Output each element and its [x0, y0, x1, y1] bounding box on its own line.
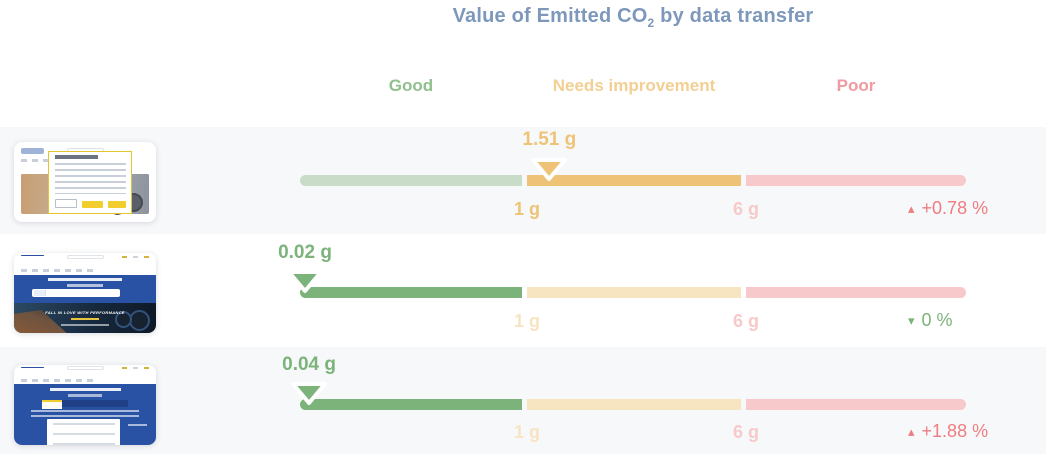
tick-label-1g: 1 g	[513, 422, 540, 442]
trend-down-icon: ▾	[908, 313, 915, 328]
marker-arrow-icon	[291, 382, 328, 405]
page-title: Value of Emitted CO2 by data transfer	[300, 5, 966, 30]
title-text: Value of Emitted CO	[452, 5, 648, 27]
gauge-segment-good	[300, 175, 522, 186]
mini-search-bar	[66, 254, 105, 259]
site-header	[14, 365, 156, 385]
tick-label-6g: 6 g	[732, 311, 759, 331]
co2-value-label: 0.02 g	[278, 242, 332, 263]
page-thumbnail-homepage[interactable]: FALL IN LOVE WITH PERFORMANCE	[14, 253, 156, 333]
gauge-segment-good	[300, 399, 522, 410]
change-percentage-value: +0.78 %	[921, 198, 989, 218]
gauge-segment-poor	[746, 287, 966, 298]
gauge-segment-needs-improvement	[527, 287, 741, 298]
site-logo	[21, 366, 44, 368]
title-text-tail: by data transfer	[654, 5, 814, 27]
page-thumbnail-cookie-dialog[interactable]	[14, 142, 156, 222]
zone-label-needs-improvement: Needs improvement	[552, 76, 716, 95]
dialog-accept-button	[82, 201, 103, 209]
mini-nav-links	[21, 269, 95, 273]
change-percentage-value: 0 %	[921, 310, 953, 330]
dialog-title-line	[54, 155, 98, 160]
dropdown-panel	[46, 419, 121, 445]
site-header	[14, 253, 156, 276]
gauge-segment-good	[300, 287, 522, 298]
change-percentage: ▾ 0 %	[908, 310, 953, 331]
hero-caption: FALL IN LOVE WITH PERFORMANCE	[45, 309, 125, 315]
banner-link-line	[66, 284, 104, 288]
trend-up-icon: ▴	[908, 424, 915, 439]
tick-label-6g: 6 g	[732, 199, 759, 219]
co2-value-label: 0.04 g	[282, 354, 337, 375]
gauge-segment-needs-improvement	[527, 175, 741, 186]
gauge-bar	[300, 399, 966, 410]
tick-label-6g: 6 g	[732, 422, 759, 442]
co2-value-label: 1.51 g	[522, 129, 577, 150]
gauge-segment-poor	[746, 399, 966, 410]
gauge-segment-needs-improvement	[527, 399, 741, 410]
search-box-tag	[34, 290, 46, 296]
dialog-text-lines	[54, 162, 126, 195]
dialog-secondary-button	[54, 199, 77, 209]
active-tab	[42, 399, 62, 409]
hero-image: FALL IN LOVE WITH PERFORMANCE	[14, 302, 156, 333]
mini-search-bar	[66, 366, 105, 371]
zone-label-poor: Poor	[836, 76, 876, 95]
title-subscript: 2	[647, 16, 655, 30]
header-icons	[121, 255, 151, 258]
banner-text-line	[48, 278, 122, 282]
blue-page-body	[14, 384, 156, 445]
dropdown-options-lines	[52, 422, 115, 445]
trend-up-icon: ▴	[908, 201, 915, 216]
table-row: 1.51 g 1 g 6 g ▴ +0.78 %	[0, 127, 1046, 234]
vehicle-search-box	[32, 288, 121, 298]
marker-arrow-icon	[531, 158, 568, 181]
change-percentage: ▴ +0.78 %	[908, 198, 988, 219]
cookie-consent-dialog	[48, 150, 133, 214]
tick-label-1g: 1 g	[513, 199, 540, 219]
page-heading-line	[49, 387, 121, 391]
side-text-line	[127, 424, 148, 427]
page-link-line	[67, 393, 103, 397]
tick-label-1g: 1 g	[513, 311, 540, 331]
blue-banner	[14, 275, 156, 303]
hero-caption-underline	[70, 318, 100, 321]
change-percentage-value: +1.88 %	[921, 421, 989, 441]
change-percentage: ▴ +1.88 %	[908, 421, 988, 442]
table-row: FALL IN LOVE WITH PERFORMANCE 0.02 g 1 g…	[0, 234, 1046, 347]
zone-label-good: Good	[388, 76, 434, 95]
gauge-bar	[300, 175, 966, 186]
gauge-segment-poor	[746, 175, 966, 186]
mini-nav-links	[21, 379, 95, 383]
hero-subtext-line	[60, 323, 110, 326]
site-logo	[21, 148, 44, 154]
tire-image	[114, 311, 132, 329]
gauge-bar	[300, 287, 966, 298]
tab-strip	[42, 399, 128, 409]
page-thumbnail-dropdown-form[interactable]	[14, 365, 156, 445]
marker-arrow-icon	[287, 270, 323, 293]
table-row: 0.04 g 1 g 6 g ▴ +1.88 %	[0, 347, 1046, 454]
header-icons	[121, 367, 151, 370]
description-text-lines	[31, 409, 139, 418]
dialog-accept-all-button	[107, 201, 126, 209]
site-logo	[21, 254, 44, 257]
